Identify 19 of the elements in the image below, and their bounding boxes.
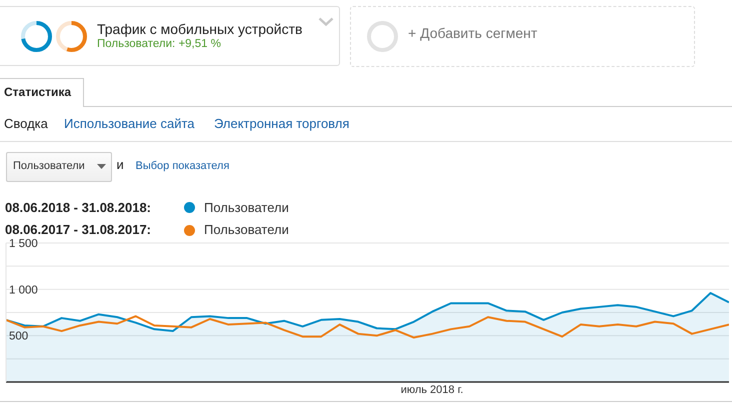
- text: Выбор показателя: [136, 160, 230, 174]
- text: Трафик с мобильных устройств: [97, 20, 302, 38]
- y-tick-label: 1 500: [9, 238, 38, 250]
- text: + Добавить сегмент: [408, 25, 538, 42]
- line-series: [6, 315, 729, 339]
- text: июль 2018 г.: [400, 384, 464, 398]
- text: Сводка: [4, 116, 48, 132]
- text: Использование сайта: [64, 116, 195, 132]
- text: Пользователи: +9,51 %: [97, 38, 221, 52]
- y-tick-label: 1 000: [9, 284, 38, 296]
- text: и: [116, 157, 124, 173]
- text: Электронная торговля: [214, 116, 350, 132]
- legend-label: Пользователи: [204, 222, 289, 238]
- legend-label: Пользователи: [204, 200, 289, 216]
- text: Пользователи: [13, 160, 85, 174]
- text: 08.06.2017 - 31.08.2017:: [5, 222, 152, 238]
- y-tick-label: 500: [9, 330, 28, 343]
- text: 08.06.2018 - 31.08.2018:: [5, 200, 152, 216]
- text: Статистика: [4, 84, 72, 100]
